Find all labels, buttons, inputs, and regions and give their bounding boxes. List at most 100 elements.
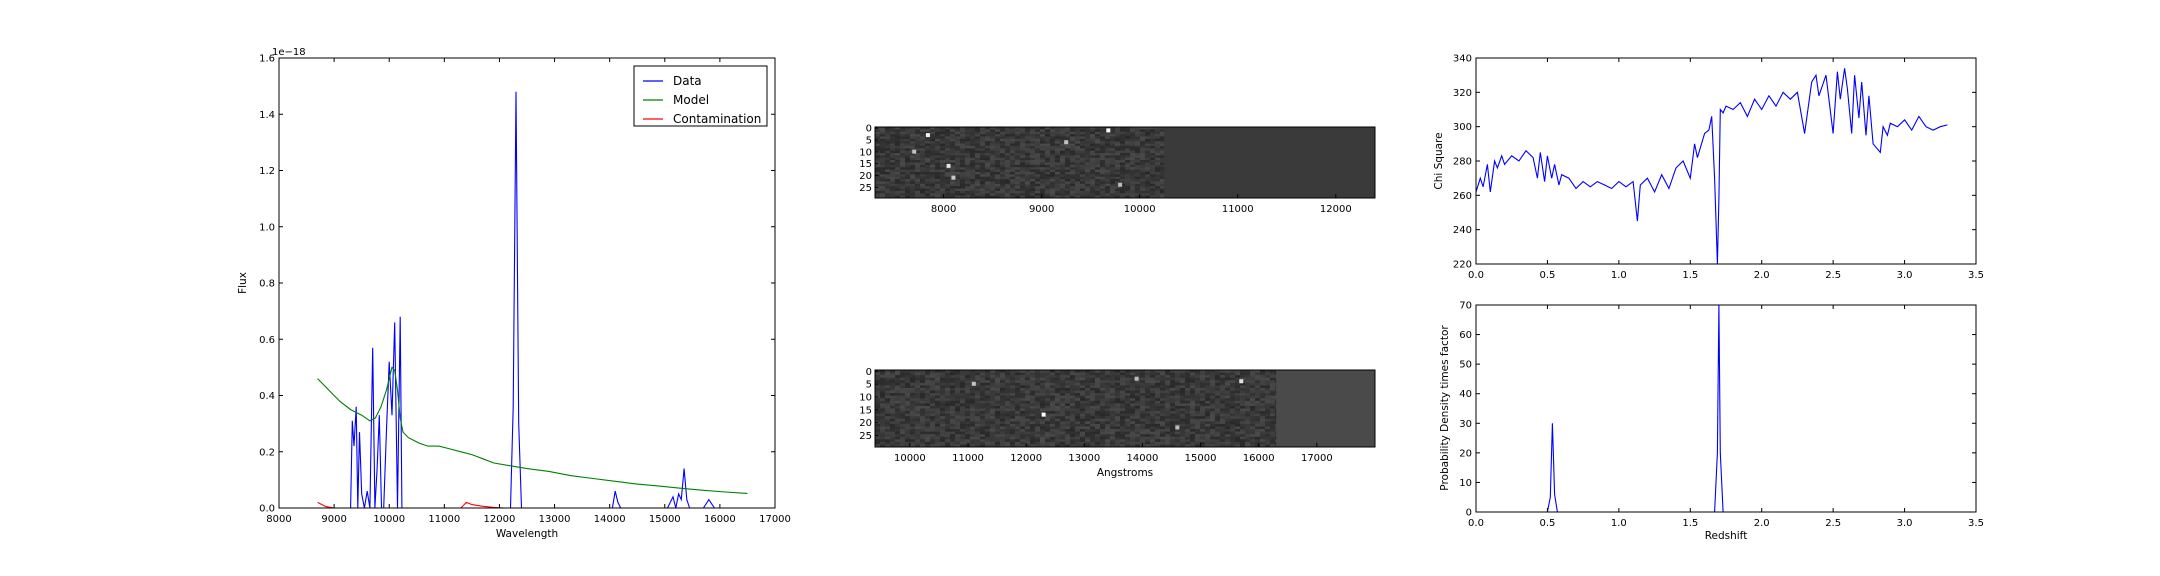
spectrum-image-top-pixel: [1080, 181, 1085, 185]
spectrum-image-top-pixel: [1060, 157, 1065, 161]
spectrum-image-bottom-pixel: [1240, 413, 1245, 417]
spectrum-image-bottom-pixel: [1200, 395, 1205, 399]
spectrum-image-bottom-pixel: [1230, 385, 1235, 389]
spectrum-image-bottom-pixel: [1085, 382, 1090, 386]
spectrum-image-bottom-pixel: [1200, 403, 1205, 407]
spectrum-image-bottom-pixel: [1265, 385, 1270, 389]
spectrum-image-bottom-pixel: [930, 423, 935, 427]
spectrum-image-bottom-pixel: [1255, 436, 1260, 440]
spectrum-image-bottom-pixel: [1145, 408, 1150, 412]
spectrum-image-top-pixel: [1110, 141, 1115, 144]
spectrum-image-top-pixel: [1045, 164, 1050, 168]
spectrum-image-top-pixel: [1140, 167, 1145, 170]
spectrum-image-bottom-pixel: [1220, 421, 1225, 425]
probability-density-chart: 0.0 0.5 1.0 1.5 2.0 2.5 3.0 3.5010203040506070 …: [1439, 301, 1984, 543]
spectrum-image-top-pixel: [1095, 186, 1100, 189]
spectrum-image-top-pixel: [900, 157, 905, 161]
spectrum-image-top-pixel: [985, 148, 990, 151]
spectrum-image-top-pixel: [1060, 195, 1065, 199]
spectrum-image-bottom-pixel: [1170, 370, 1175, 373]
spectrum-image-top-pixel: [915, 150, 920, 154]
spectrum-image-bottom-pixel: [1250, 393, 1255, 396]
spectrum-image-top-pixel: [890, 188, 895, 192]
spectrum-image-top-pixel: [970, 136, 975, 140]
spectrum-image-bottom-pixel: [940, 426, 945, 430]
spectrum-image-bottom-pixel: [970, 411, 975, 414]
spectrum-image-bottom-pixel: [965, 390, 970, 394]
spectrum-image-top-pixel: [895, 153, 900, 156]
spectrum-image-top-pixel: [1040, 127, 1045, 130]
spectrum-image-top-pixel: [1025, 153, 1030, 156]
spectrum-image-bottom-pixel: [1095, 403, 1100, 407]
spectrum-image-top-pixel: [1040, 188, 1045, 192]
spectrum-image-top-pixel: [965, 190, 970, 194]
spectrum-image-top-pixel: [1065, 136, 1070, 140]
spectrum-image-bottom-pixel: [1190, 423, 1195, 427]
spectrum-image-bottom-pixel: [1085, 423, 1090, 427]
spectrum-image-bottom-pixel: [910, 390, 915, 394]
spectrum-image-top-pixel: [890, 186, 895, 189]
spectrum-image-top-pixel: [900, 195, 905, 199]
spectrum-image-top-pixel: [1090, 171, 1095, 175]
spectrum-image-bottom-pixel: [1260, 385, 1265, 389]
spectrum-image-top-pixel: [960, 186, 965, 189]
spectrum-image-bottom-pixel: [895, 413, 900, 417]
spectrum-image-bottom-pixel: [1020, 416, 1025, 420]
spectrum-image-bottom-pixel: [1060, 385, 1065, 389]
spectrum-image-top-pixel: [950, 153, 955, 156]
spectrum-image-bottom-pixel: [1235, 431, 1240, 435]
spectrum-image-bottom-pixel: [1240, 426, 1245, 430]
spectrum-image-top-pixel: [1035, 131, 1040, 135]
spectrum-image-top-pixel: [1025, 171, 1030, 175]
spectrum-image-bottom-pixel: [975, 441, 980, 445]
spectrum-image-bottom-pixel: [910, 395, 915, 399]
spectrum-image-top-pixel: [935, 186, 940, 189]
spectrum-image-bottom-pixel: [935, 439, 940, 443]
spectrum-image-bottom-pixel: [1195, 444, 1200, 448]
spectrum-image-top-pixel: [1020, 171, 1025, 175]
spectrum-image-top-pixel: [990, 134, 995, 137]
spectrum-image-bottom-pixel: [1125, 390, 1130, 394]
spectrum-image-bottom-pixel: [1260, 413, 1265, 417]
spectrum-image-top-pixel: [975, 162, 980, 166]
spectrum-image-bottom-pixel: [965, 395, 970, 399]
spectrum-image-bottom-pixel: [1135, 382, 1140, 386]
spectrum-image-bottom-pixel: [1185, 434, 1190, 438]
spectrum-image-bottom-pixel: [1250, 395, 1255, 399]
spectrum-image-bottom-pixel: [895, 372, 900, 376]
spectrum-image-top-pixel: [1095, 169, 1100, 173]
spectrum-image-bottom-pixel: [950, 418, 955, 422]
spectrum-image-bottom: 10000 11000 12000 13000 14000 15000 16000 17000…: [859, 367, 1376, 479]
spectrum-image-bottom-pixel: [1080, 377, 1085, 381]
spectrum-image-bottom-pixel: [1090, 395, 1095, 399]
spectrum-image-top-pixel: [1030, 148, 1035, 151]
spectrum-image-bottom-pixel: [1015, 398, 1020, 402]
spectrum-image-top-pixel: [1090, 150, 1095, 154]
spectrum-image-top-pixel: [960, 190, 965, 194]
spectrum-image-bottom-pixel: [890, 380, 895, 384]
spectrum-image-bottom-pixel: [1025, 393, 1030, 396]
spectrum-image-bottom-pixel: [1040, 393, 1045, 396]
spectrum-image-top-pixel: [890, 160, 895, 163]
spectrum-image-bottom-pixel: [1220, 395, 1225, 399]
spectrum-image-top-pixel: [955, 160, 960, 163]
spectrum-image-bottom-pixel: [885, 436, 890, 440]
spectrum-image-top-pixel: [995, 183, 1000, 187]
spectrum-image-bottom-pixel: [1010, 400, 1015, 404]
spectrum-image-top-pixel: [1000, 171, 1005, 175]
spectrum-image-bottom-pixel: [1155, 405, 1160, 409]
spectrum-image-top-pixel: [900, 181, 905, 185]
spectrum-image-bottom-pixel: [1245, 387, 1250, 391]
spectrum-image-bottom-pixel: [1225, 418, 1230, 422]
spectrum-image-bottom-pixel: [900, 413, 905, 417]
spectrum-image-top-pixel: [1145, 183, 1150, 187]
spectrum-image-bottom-pixel: [985, 434, 990, 438]
spectrum-image-bottom-pixel: [1055, 398, 1060, 402]
spectrum-image-top-pixel: [905, 145, 910, 149]
spectrum-image-bottom-pixel: [1160, 429, 1165, 432]
spectrum-image-bottom-pixel: [1175, 439, 1180, 443]
spectrum-image-top-pixel: [1145, 164, 1150, 168]
spectrum-image-bottom-pixel: [1240, 395, 1245, 399]
spectrum-image-bottom-pixel: [1225, 395, 1230, 399]
spectrum-image-bottom-pixel: [990, 398, 995, 402]
